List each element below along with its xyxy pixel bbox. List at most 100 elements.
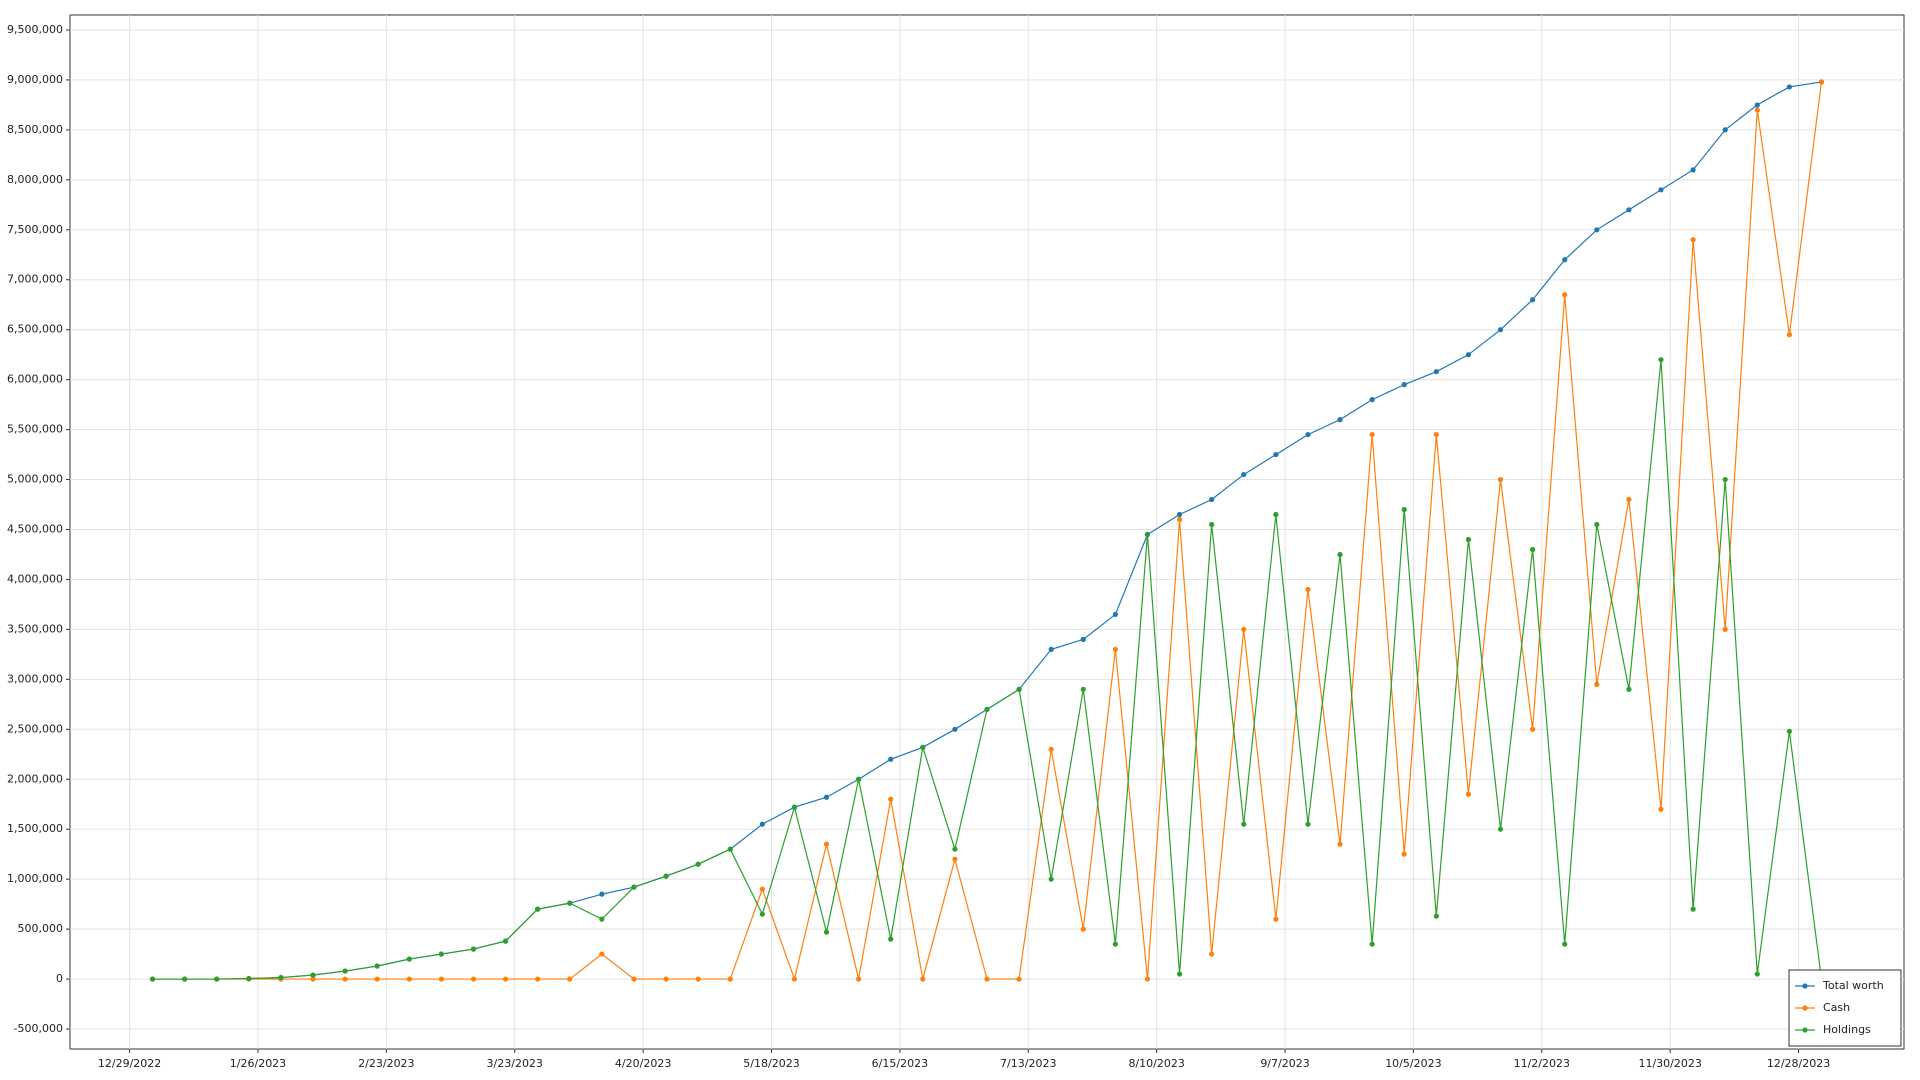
data-point [823,794,830,800]
data-point [1562,941,1568,947]
data-point [1433,913,1439,919]
x-tick-label: 8/10/2023 [1128,1057,1184,1070]
y-tick-label: 9,000,000 [7,73,63,86]
data-point [1626,207,1632,213]
data-point [1754,107,1760,113]
y-tick-label: 8,000,000 [7,173,63,186]
data-point [438,951,444,957]
data-point [438,976,444,982]
y-tick-label: 3,500,000 [7,622,63,635]
data-point [695,861,701,867]
data-point [1594,681,1600,687]
y-tick-label: 5,000,000 [7,473,63,486]
y-tick-label: 7,500,000 [7,223,63,236]
data-point [1562,292,1568,298]
y-tick-label: 4,000,000 [7,572,63,585]
data-point [1369,941,1375,947]
data-point [535,906,541,912]
data-point [1048,746,1054,752]
data-point [599,916,605,922]
data-point [952,846,958,852]
data-point [149,976,156,982]
x-tick-label: 11/30/2023 [1638,1057,1701,1070]
x-tick-label: 1/26/2023 [230,1057,286,1070]
data-point [470,946,477,952]
data-point [1209,521,1215,528]
x-tick-label: 11/2/2023 [1514,1057,1570,1070]
data-point [470,976,477,982]
x-tick-label: 10/5/2023 [1385,1057,1441,1070]
data-point [1337,551,1343,558]
data-point [406,976,412,982]
data-point [920,744,926,750]
data-point [1594,227,1600,233]
data-point [1048,646,1054,652]
legend-label: Total worth [1822,979,1884,992]
data-point [342,976,348,982]
data-point [1401,851,1407,857]
data-point [1497,327,1504,333]
data-point [1722,127,1728,133]
data-point [1337,841,1343,847]
y-tick-label: 8,500,000 [7,123,63,136]
data-point [1594,521,1600,528]
y-tick-label: 2,500,000 [7,722,63,735]
data-point [1530,726,1536,732]
x-tick-label: 9/7/2023 [1260,1057,1309,1070]
data-point [1690,237,1696,243]
data-point [278,974,284,981]
data-point [1305,431,1311,438]
data-point [695,976,701,982]
data-point [1562,257,1568,263]
plot-area [69,14,1905,1050]
y-tick-label: 5,500,000 [7,423,63,436]
data-point [663,976,669,982]
y-tick-label: 7,000,000 [7,273,63,286]
x-tick-label: 12/28/2023 [1767,1057,1830,1070]
data-point [1658,806,1664,812]
data-point [310,976,316,982]
data-point [1080,636,1086,642]
y-tick-label: 6,500,000 [7,323,63,336]
y-tick-label: 500,000 [18,922,64,935]
data-point [984,706,990,712]
y-tick-label: 9,500,000 [7,23,63,36]
data-point [791,804,798,810]
data-point [1658,357,1664,363]
legend-label: Cash [1823,1001,1850,1014]
data-point [246,975,252,982]
x-tick-label: 2/23/2023 [358,1057,414,1070]
data-point [663,873,669,879]
data-point [1112,611,1118,618]
legend-label: Holdings [1823,1023,1871,1036]
legend: Total worth Cash Holdings [1788,969,1902,1047]
data-point [888,796,894,802]
data-point [374,963,380,969]
data-point [1497,476,1504,483]
data-point [952,726,958,732]
legend-marker [1802,983,1808,989]
data-point [1754,971,1760,977]
data-point [1786,332,1792,338]
data-point [856,976,862,982]
y-tick-label: -500,000 [14,1022,63,1035]
data-point [1690,906,1696,912]
data-point [1176,511,1183,518]
y-tick-label: 3,000,000 [7,672,63,685]
data-point [342,968,348,974]
data-point [1112,941,1118,947]
x-tick-label: 7/13/2023 [1000,1057,1056,1070]
x-tick-label: 6/15/2023 [872,1057,928,1070]
data-point [1241,821,1247,827]
data-point [599,951,605,957]
data-point [374,976,380,982]
data-point [888,936,894,942]
data-point [1080,686,1086,692]
data-point [920,976,926,982]
data-point [1786,728,1792,734]
y-tick-label: 0 [56,972,63,985]
y-tick-label: 1,500,000 [7,822,63,835]
data-point [1530,546,1536,553]
data-point [1209,951,1215,957]
data-point [502,976,509,982]
